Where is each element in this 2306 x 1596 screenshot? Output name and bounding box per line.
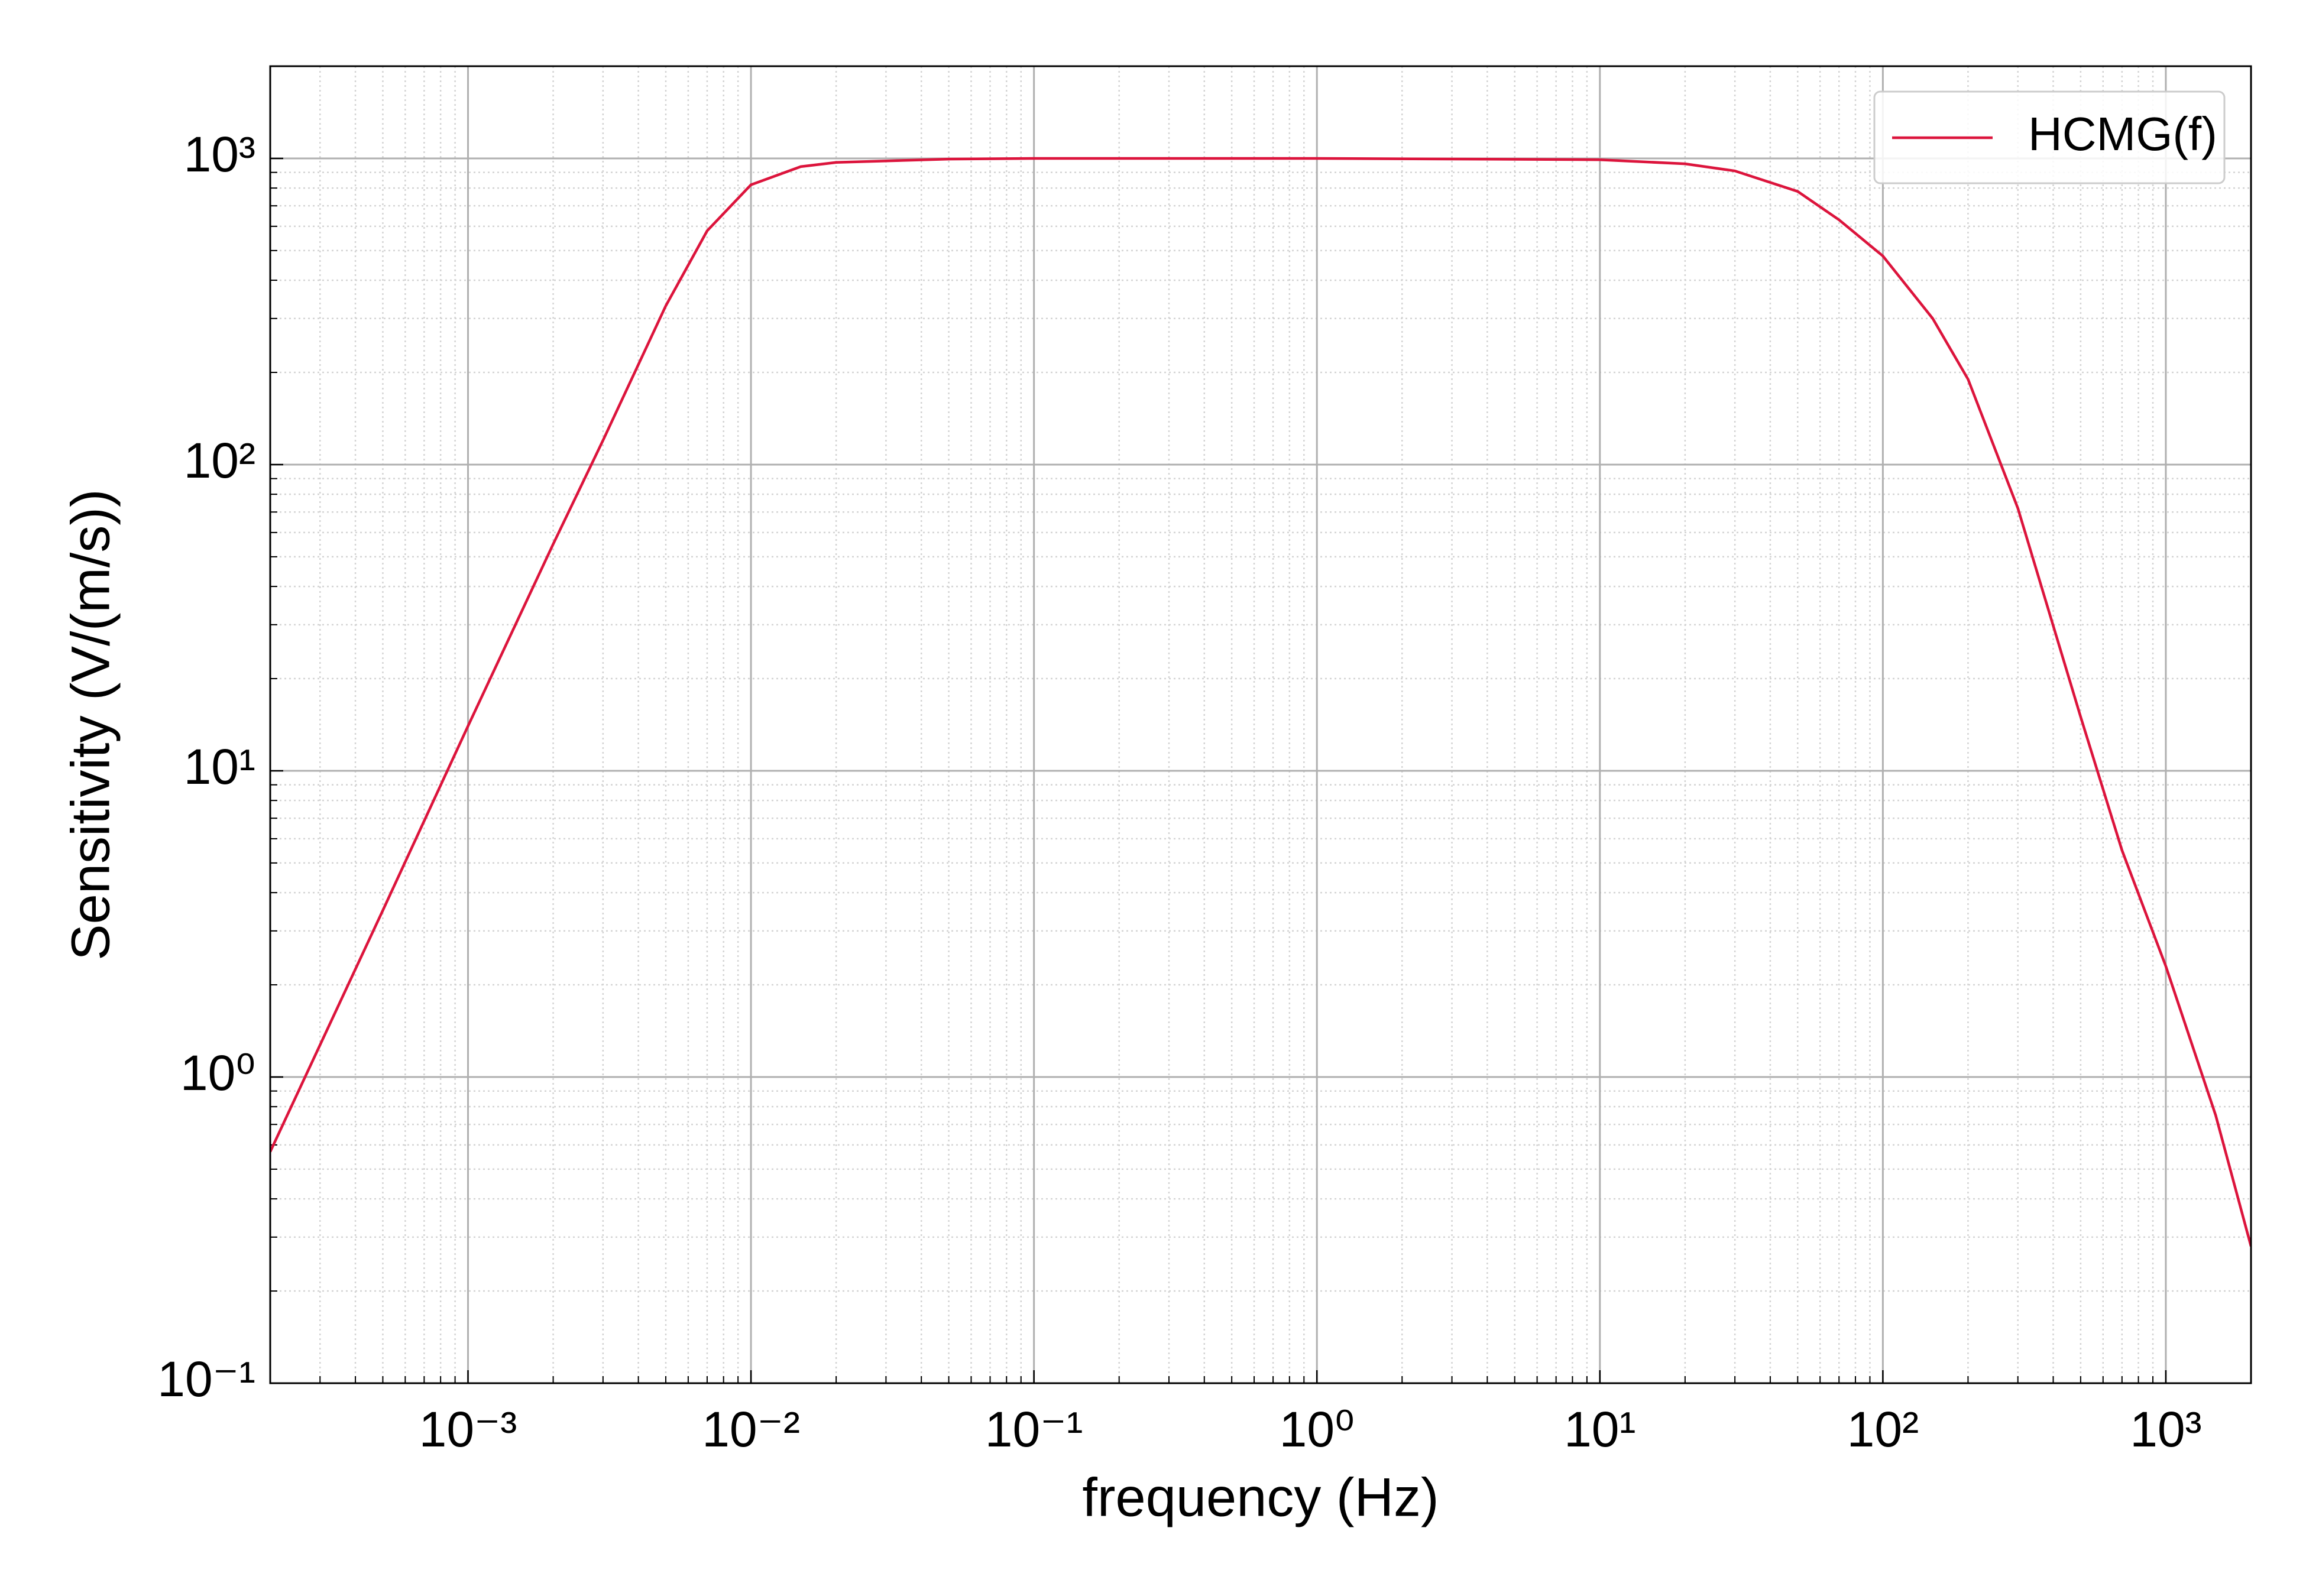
- plot-frame: [269, 65, 2252, 1384]
- line-series: [270, 157, 2251, 1247]
- x-tick-label: 10¹: [1564, 1402, 1635, 1457]
- y-tick-label: 10³: [184, 126, 255, 182]
- y-tick-label: 10²: [184, 433, 255, 488]
- legend-box: [1873, 90, 2226, 184]
- y-tick-label: 10⁻¹: [157, 1351, 255, 1407]
- x-tick-label: 10⁰: [1280, 1402, 1355, 1457]
- y-axis-label: Sensitivity (V/(m/s)): [60, 489, 121, 960]
- x-axis-label: frequency (Hz): [1082, 1467, 1439, 1527]
- legend-label: HCMG(f): [2028, 108, 2217, 160]
- x-tick-label: 10⁻³: [419, 1402, 517, 1457]
- y-tick-label: 10⁰: [180, 1045, 255, 1101]
- x-tick-label: 10²: [1847, 1402, 1919, 1457]
- x-tick-label: 10⁻²: [702, 1402, 800, 1457]
- x-tick-label: 10³: [2130, 1402, 2201, 1457]
- y-tick-label: 10¹: [184, 739, 255, 794]
- x-tick-label: 10⁻¹: [985, 1402, 1083, 1457]
